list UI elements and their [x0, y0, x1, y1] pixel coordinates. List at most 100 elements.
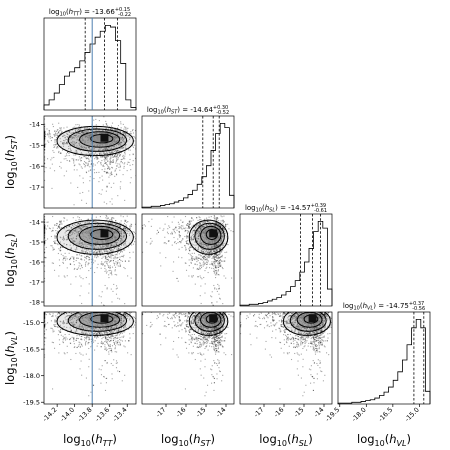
- sample-point: [60, 129, 62, 131]
- sample-point: [75, 126, 77, 128]
- sample-point: [107, 165, 109, 168]
- sample-point: [87, 163, 89, 165]
- sample-point: [70, 149, 72, 151]
- sample-point: [67, 229, 69, 231]
- sample-point: [198, 234, 200, 236]
- sample-point: [219, 262, 222, 264]
- sample-point: [112, 248, 114, 251]
- sample-point: [104, 153, 106, 155]
- sample-point: [72, 127, 74, 129]
- sample-point: [82, 133, 84, 135]
- sample-point: [92, 220, 94, 222]
- sample-point: [222, 267, 224, 270]
- sample-point: [222, 228, 224, 230]
- sample-point: [69, 225, 71, 227]
- sample-point: [84, 225, 86, 227]
- sample-point: [206, 258, 208, 261]
- sample-point: [111, 223, 113, 225]
- sample-point: [214, 243, 216, 245]
- sample-point: [212, 263, 214, 265]
- sample-point: [218, 288, 220, 290]
- sample-point: [216, 290, 218, 292]
- sample-point: [217, 256, 219, 258]
- sample-point: [200, 266, 203, 269]
- sample-point: [225, 277, 227, 279]
- sample-point: [49, 135, 52, 137]
- sample-point: [104, 162, 106, 164]
- sample-point: [103, 170, 105, 172]
- sample-point: [126, 230, 128, 232]
- sample-point: [76, 234, 78, 236]
- sample-point: [73, 142, 75, 144]
- sample-point: [222, 303, 224, 305]
- sample-point: [115, 220, 117, 222]
- sample-point: [44, 228, 46, 230]
- sample-point: [75, 276, 77, 278]
- sample-point: [79, 227, 81, 229]
- sample-point: [77, 232, 79, 234]
- sample-point: [60, 161, 62, 163]
- sample-point: [203, 227, 205, 229]
- sample-point: [88, 147, 90, 149]
- sample-point: [44, 225, 46, 227]
- sample-point: [190, 262, 192, 264]
- sample-point: [113, 262, 115, 264]
- sample-point: [144, 278, 145, 279]
- sample-point: [192, 239, 194, 241]
- sample-point: [84, 128, 86, 130]
- sample-point: [213, 250, 216, 252]
- sample-point: [203, 255, 205, 257]
- sample-point: [202, 246, 204, 248]
- sample-point: [127, 275, 129, 277]
- sample-point: [88, 221, 90, 223]
- sample-point: [118, 298, 121, 300]
- sample-point: [88, 283, 90, 285]
- sample-point: [52, 123, 54, 125]
- sample-point: [220, 237, 222, 239]
- sample-point: [202, 222, 204, 224]
- sample-point: [80, 131, 83, 133]
- sample-point: [214, 253, 216, 255]
- sample-point: [107, 253, 109, 255]
- sample-point: [44, 134, 46, 136]
- sample-point: [132, 243, 135, 245]
- sample-point: [208, 216, 210, 218]
- sample-point: [56, 134, 58, 136]
- sample-point: [44, 142, 46, 144]
- sample-point: [68, 130, 70, 132]
- hist-frame-SL: [239, 213, 333, 307]
- sample-point: [109, 131, 111, 133]
- sample-point: [219, 243, 221, 245]
- sample-point: [76, 138, 78, 140]
- sample-point: [204, 292, 206, 294]
- sample-point: [132, 129, 134, 131]
- sample-point: [109, 154, 111, 157]
- sample-point: [75, 146, 77, 148]
- sample-point: [93, 153, 95, 155]
- sample-point: [207, 256, 209, 258]
- sample-point: [123, 229, 125, 231]
- sample-point: [196, 237, 198, 239]
- sample-point: [211, 296, 213, 298]
- sample-point: [203, 255, 205, 257]
- sample-point: [80, 133, 83, 135]
- sample-point: [100, 153, 102, 155]
- sample-point: [209, 247, 211, 249]
- sample-point: [63, 237, 65, 240]
- sample-point: [202, 222, 204, 224]
- sample-point: [208, 252, 210, 254]
- sample-point: [113, 217, 115, 219]
- sample-point: [99, 245, 101, 247]
- sample-point: [76, 257, 78, 259]
- sample-point: [208, 255, 210, 257]
- sample-point: [216, 266, 218, 268]
- sample-point: [44, 137, 46, 139]
- sample-point: [92, 260, 94, 262]
- sample-point: [106, 129, 108, 131]
- sample-point: [220, 239, 222, 241]
- sample-point: [215, 265, 217, 267]
- sample-point: [119, 142, 121, 144]
- sample-point: [167, 228, 169, 230]
- sample-point: [122, 147, 124, 149]
- sample-point: [81, 131, 83, 133]
